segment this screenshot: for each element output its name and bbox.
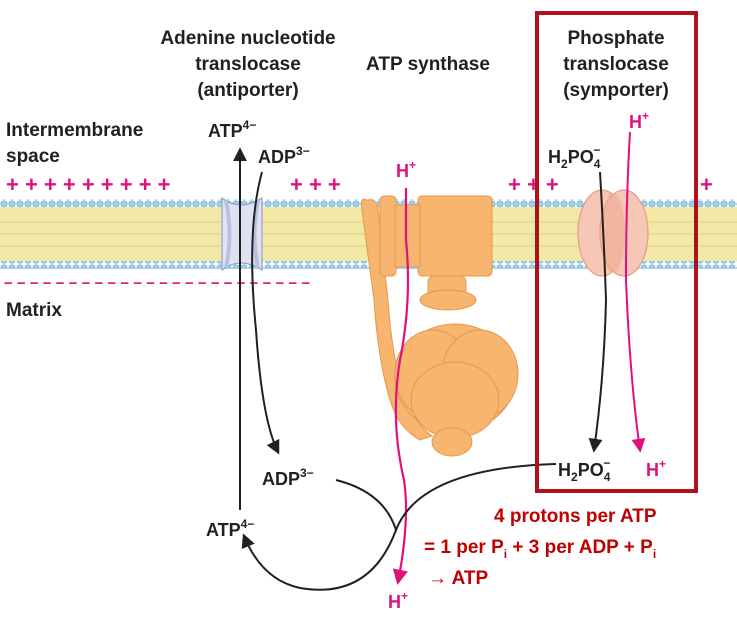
adp-matrix-label: ADP3−	[262, 466, 314, 489]
antiporter-label-line2: translocase	[195, 54, 301, 75]
atp-ims-label: ATP4−	[208, 118, 256, 141]
atp-synthase-protein	[361, 195, 519, 457]
space-label: space	[6, 146, 60, 167]
matrix-charges: − − − − − − − − − − − − − − − − − − − − …	[4, 275, 310, 292]
antiporter-protein	[221, 196, 263, 272]
h-plus-symporter-bottom: H+	[646, 457, 666, 480]
ims-charges: + + + + + + + + + + + + + + + +	[6, 172, 713, 197]
h-plus-synthase-bottom: H+	[388, 589, 408, 612]
symporter-label-line3: (symporter)	[563, 80, 669, 101]
atp-synthesis-arrow	[241, 529, 397, 591]
symporter-label-line1: Phosphate	[567, 28, 664, 49]
proton-stoichiometry-annotation: 4 protons per ATP = 1 per Pi + 3 per ADP…	[424, 506, 657, 589]
ims-charges-mid: + + +	[290, 172, 341, 197]
ims-charges-left: + + + + + + + + +	[6, 172, 171, 197]
phosphate-ims-label: H2PO4−	[548, 143, 601, 171]
antiporter-label: Adenine nucleotide translocase (antiport…	[160, 28, 335, 101]
annotation-line3: → ATP	[428, 568, 488, 589]
antiporter-label-line1: Adenine nucleotide	[160, 28, 335, 49]
phosphate-translocase-highlight-box	[535, 11, 698, 493]
intermembrane-label: Intermembrane	[6, 120, 143, 141]
annotation-line2: = 1 per Pi + 3 per ADP + Pi	[424, 537, 656, 561]
h-plus-synthase-top: H+	[396, 158, 416, 181]
atp-synthase-label: ATP synthase	[366, 54, 490, 75]
atp-matrix-label: ATP4−	[206, 517, 254, 540]
symporter-label: Phosphate translocase (symporter)	[563, 28, 669, 101]
h-plus-symporter-top: H+	[629, 109, 649, 132]
membrane-inner-heads	[0, 261, 737, 269]
antiporter-label-line3: (antiporter)	[197, 80, 298, 101]
adp-import-arrow	[251, 171, 280, 455]
annotation-line1: 4 protons per ATP	[494, 506, 657, 527]
symporter-proton-arrow	[624, 131, 646, 453]
synthase-proton-arrow	[392, 188, 410, 586]
ims-charges-far-right: +	[700, 172, 713, 197]
adp-pi-merge-curve	[335, 463, 557, 534]
phosphate-import-arrow	[588, 171, 608, 453]
phosphate-matrix-label: H2PO4−	[558, 456, 611, 484]
adp-ims-label: ADP3−	[258, 144, 310, 167]
symporter-label-line2: translocase	[563, 54, 669, 75]
ims-charges-right: + + +	[508, 172, 559, 197]
matrix-label: Matrix	[6, 300, 62, 321]
symporter-protein	[577, 189, 649, 277]
